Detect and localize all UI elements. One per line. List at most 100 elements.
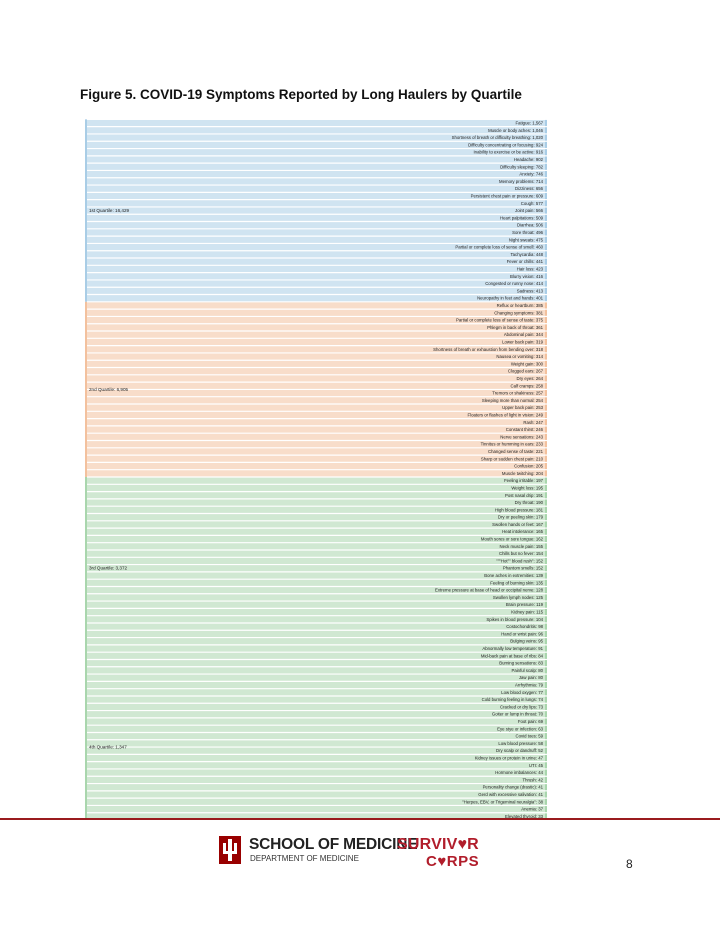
sankey-target-node [545, 229, 547, 236]
sankey-target-label: Calf cramps: 258 [511, 383, 544, 388]
sankey-target-label: Memory problems: 714 [499, 179, 544, 184]
sankey-target-label: Phlegm in back of throat: 361 [487, 325, 544, 330]
sankey-target-label: Headache: 902 [514, 157, 544, 162]
sankey-target-label: Heat intolerance: 165 [502, 529, 543, 534]
sankey-target-label: Floaters or flashes of light in vision: … [468, 412, 544, 417]
sankey-target-label: Lower back pain: 319 [502, 339, 543, 344]
sankey-target-label: Blurry vision: 416 [510, 274, 544, 279]
sankey-target-node [545, 178, 547, 185]
sankey-target-node [545, 163, 547, 170]
sankey-target-node [545, 550, 547, 557]
sankey-target-label: Post nasal drip: 191 [505, 493, 544, 498]
sankey-target-label: Confusion: 205 [514, 464, 544, 469]
figure-title: Figure 5. COVID-19 Symptoms Reported by … [80, 87, 522, 102]
sankey-target-node [545, 411, 547, 419]
sankey-target-node [545, 433, 547, 440]
sankey-source-node [85, 301, 87, 477]
sankey-target-label: Fatigue: 1,567 [516, 121, 544, 126]
sankey-target-label: Sore throat: 496 [512, 230, 543, 235]
sankey-target-label: Tremors or shakiness: 257 [492, 391, 543, 396]
sankey-target-node [545, 338, 547, 346]
sankey-target-node [545, 222, 547, 229]
sankey-target-node [545, 528, 547, 535]
sankey-target-label: Goiter or lump in throat: 70 [492, 712, 544, 717]
sankey-target-node [545, 557, 547, 564]
sankey-target-label: Painful scalp: 80 [511, 668, 543, 673]
sankey-target-node [545, 236, 547, 243]
sankey-target-label: Swollen lymph nodes: 125 [493, 595, 544, 600]
sankey-target-node [545, 784, 547, 791]
sankey-target-node [545, 390, 547, 397]
sankey-target-label: Elevated thyroid: 33 [505, 814, 544, 819]
sankey-target-label: Kidney pain: 115 [511, 610, 543, 615]
sankey-target-node [545, 587, 547, 594]
sankey-target-node [545, 119, 547, 127]
sankey-target-node [545, 733, 547, 740]
sankey-target-node [545, 638, 547, 645]
sankey-target-node [545, 317, 547, 324]
sankey-source-label: 2nd Quartile: 6,905 [89, 387, 129, 392]
sankey-target-label: Constant thirst: 246 [506, 427, 544, 432]
sankey-target-node [545, 419, 547, 426]
sankey-target-label: Dry or peeling skin: 179 [498, 515, 544, 520]
sankey-target-node [545, 484, 547, 491]
sankey-target-node [545, 667, 547, 674]
sankey-target-node [545, 594, 547, 601]
sankey-target-node [545, 207, 547, 214]
sankey-target-node [545, 762, 547, 769]
sankey-target-label: Tachycardia: 448 [511, 252, 544, 257]
sankey-target-label: Muscle twitching: 204 [502, 471, 544, 476]
sankey-target-node [545, 426, 547, 433]
sankey-target-label: Low blood oxygen: 77 [501, 690, 543, 695]
sankey-target-node [545, 404, 547, 411]
sankey-target-node [545, 192, 547, 200]
sankey-target-label: Neuropathy in feet and hands: 401 [477, 296, 544, 301]
sankey-target-node [545, 798, 547, 805]
sankey-target-node [545, 616, 547, 623]
sankey-target-node [545, 134, 547, 141]
sankey-target-label: Joint pain: 566 [515, 208, 544, 213]
sankey-target-label: Changed sense of taste: 221 [488, 449, 544, 454]
page-number: 8 [626, 857, 633, 871]
sankey-target-label: Changing symptoms: 381 [494, 310, 543, 315]
sankey-target-label: Dizziness: 656 [515, 186, 544, 191]
sankey-target-node [545, 747, 547, 754]
sankey-target-label: Spikes in blood pressure: 104 [486, 617, 543, 622]
sankey-target-node [545, 681, 547, 689]
sankey-target-label: Kidney issues or protein in urine: 47 [475, 756, 544, 761]
sankey-source-node [85, 119, 87, 302]
sankey-target-node [545, 397, 547, 404]
sankey-target-node [545, 492, 547, 499]
sankey-target-node [545, 368, 547, 375]
sankey-target-node [545, 806, 547, 813]
sankey-target-label: Anxiety: 746 [519, 172, 543, 177]
sankey-target-label: Reflux or heartburn: 385 [497, 303, 544, 308]
sankey-target-label: Cough: 577 [521, 201, 544, 206]
sankey-target-label: Feeling irritable: 197 [504, 478, 544, 483]
sankey-target-node [545, 660, 547, 667]
sankey-target-label: Rash: 247 [523, 420, 543, 425]
sankey-target-node [545, 769, 547, 776]
sankey-target-label: High blood pressure: 181 [495, 507, 544, 512]
sankey-target-label: Dry throat: 190 [515, 500, 544, 505]
sankey-target-label: Mouth sores or sore tongue: 162 [481, 537, 544, 542]
sankey-target-label: Partial or complete loss of sense of tas… [456, 318, 544, 323]
sankey-target-node [545, 579, 547, 586]
sankey-target-node [545, 718, 547, 725]
survivor-corps-logo-top: SURVIV♥R [397, 836, 479, 853]
sankey-target-node [545, 652, 547, 659]
school-name: SCHOOL OF MEDICINE [249, 836, 418, 853]
sankey-source-label: 3rd Quartile: 3,372 [89, 566, 127, 571]
sankey-target-node [545, 623, 547, 630]
sankey-target-node [545, 156, 547, 163]
department-name: DEPARTMENT OF MEDICINE [250, 854, 359, 863]
sankey-target-label: Hormone imbalances: 44 [495, 770, 543, 775]
sankey-target-label: Hand or wrist pain: 96 [501, 631, 543, 636]
sankey-target-label: Dry eyes: 264 [516, 376, 543, 381]
sankey-target-node [545, 565, 547, 572]
sankey-target-node [545, 375, 547, 382]
sankey-links [85, 119, 547, 820]
sankey-target-node [545, 463, 547, 470]
sankey-target-node [545, 711, 547, 718]
sankey-target-node [545, 382, 547, 389]
